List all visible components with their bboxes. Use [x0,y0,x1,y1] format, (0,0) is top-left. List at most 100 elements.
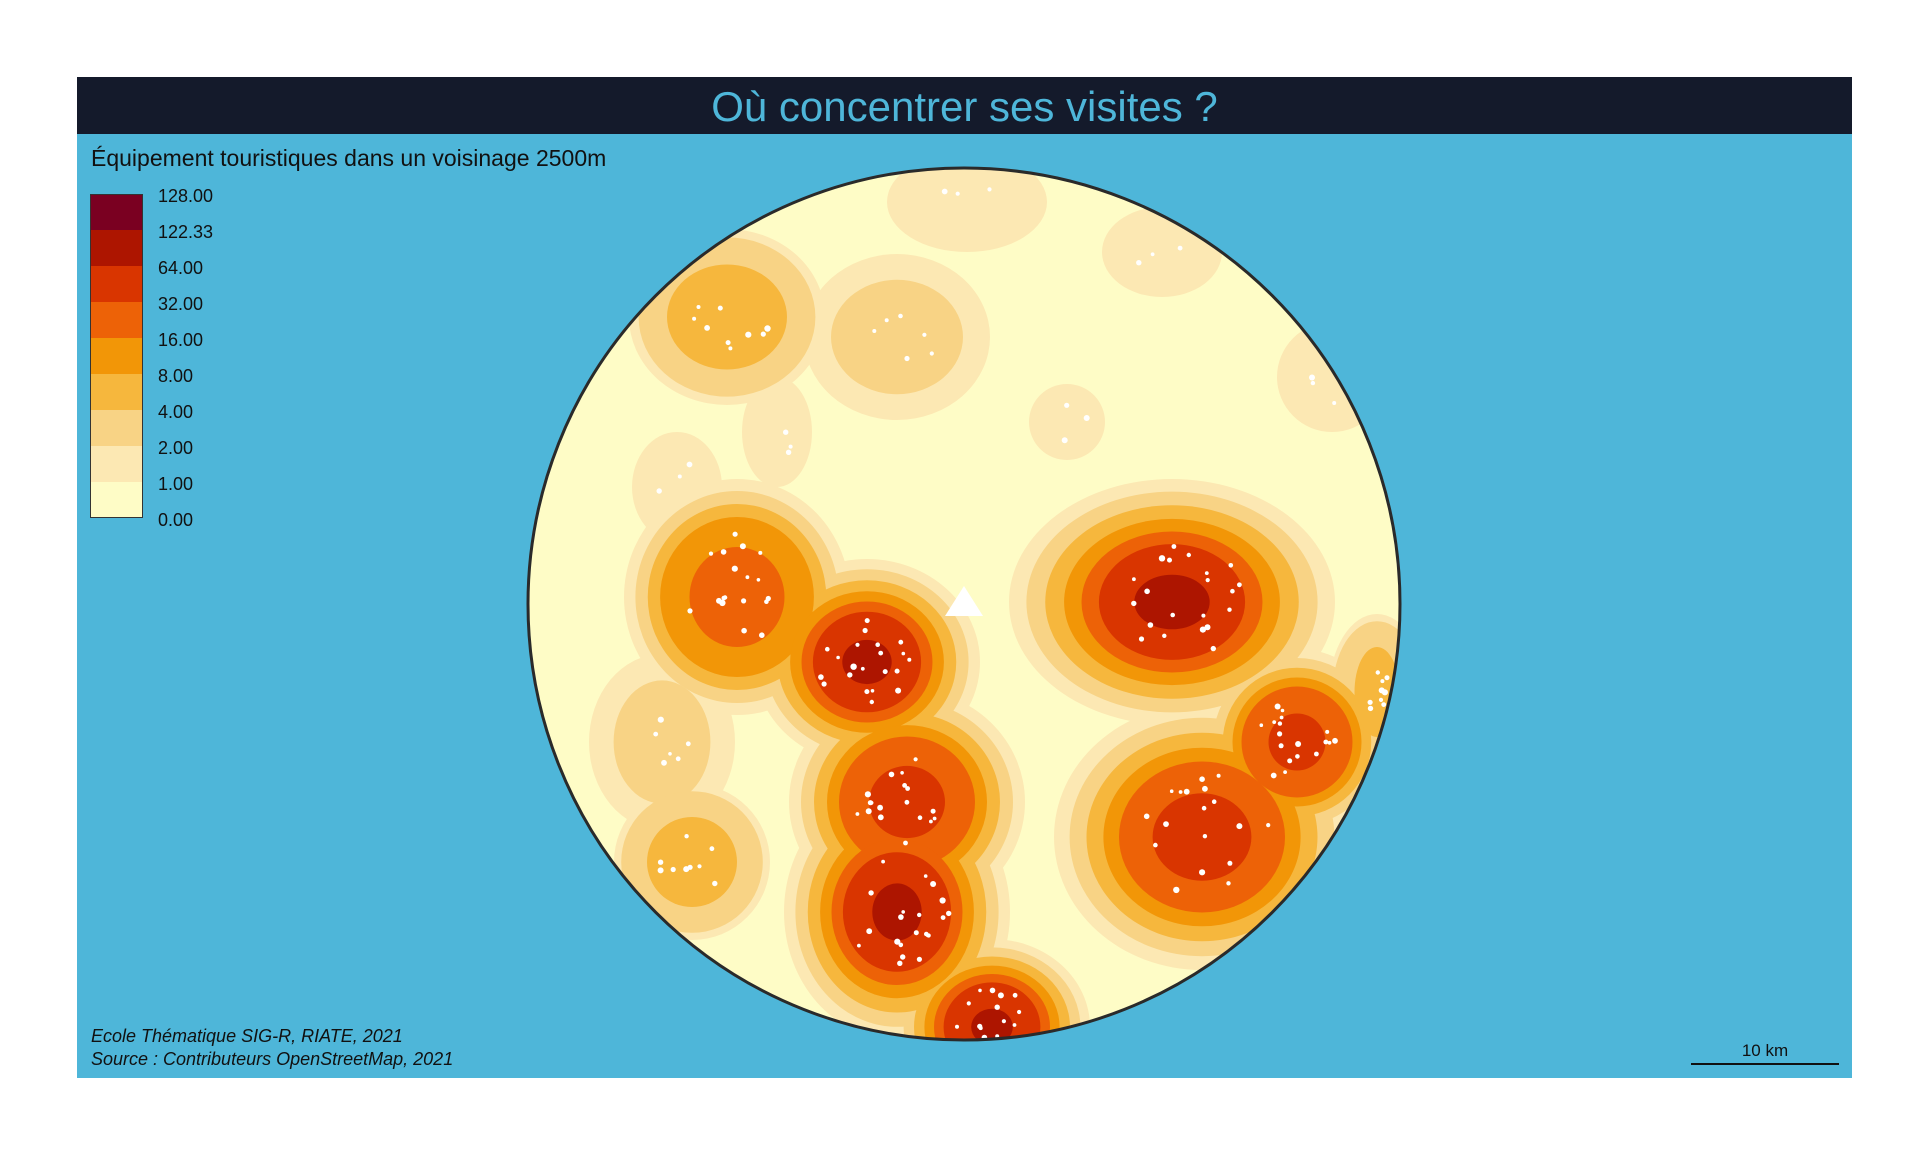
density-contour [971,1008,1013,1040]
legend-swatch [90,374,143,410]
density-contour [1277,322,1387,432]
poi-point [760,331,766,337]
poi-point [818,674,824,680]
map-canvas[interactable] [77,77,1852,1078]
poi-point [955,1024,959,1029]
poi-point [1259,723,1264,727]
poi-point [739,543,746,550]
poi-point [907,657,912,662]
poi-point [708,551,714,556]
poi-point [785,449,792,455]
poi-point [1323,739,1329,745]
poi-point [966,1001,971,1006]
poi-point [1266,823,1271,828]
poi-point [741,627,747,634]
density-contour [1354,647,1400,737]
poi-point [1310,380,1316,386]
poi-point [847,672,853,678]
poi-point [1177,245,1183,251]
poi-point [670,866,676,873]
poi-point [745,331,752,338]
legend-break-label: 128.00 [158,186,214,206]
poi-point [1384,675,1390,681]
poi-point [857,943,861,948]
poi-point [1186,552,1192,558]
poi-point [1001,1042,1006,1047]
poi-point [697,864,702,869]
scale-label: 10 km [1741,1041,1789,1060]
poi-point [929,351,934,356]
poi-point [902,783,907,788]
poi-point [704,325,710,331]
poi-point [923,874,928,878]
poi-point [1277,731,1283,737]
poi-point [968,1049,973,1054]
poi-point [1226,881,1231,886]
poi-point [946,910,952,917]
poi-point [913,757,918,762]
poi-point [870,689,875,693]
poi-point [687,864,693,870]
poi-point [1279,715,1284,720]
density-contour [1029,384,1105,460]
poi-point [731,565,738,572]
poi-point [932,816,937,821]
poi-point [1230,588,1235,594]
poi-point [1378,697,1384,703]
poi-point [759,632,765,638]
scale-line [1691,1063,1839,1065]
poi-point [1012,1023,1017,1027]
poi-point [1150,252,1155,257]
poi-point [657,859,664,865]
poi-point [866,928,873,935]
poi-point [894,668,900,674]
poi-point [940,915,946,920]
poi-point [1136,260,1142,266]
poi-point [868,890,874,896]
poi-point [1199,626,1206,633]
poi-point [1162,633,1167,638]
poi-point [1199,869,1206,876]
poi-point [1132,577,1136,582]
poi-point [903,840,908,846]
poi-point [1227,607,1232,612]
poi-point [677,474,682,479]
poi-point [1064,402,1070,408]
poi-point [1280,708,1285,713]
poi-point [1287,758,1293,764]
poi-point [897,960,903,966]
poi-point [653,731,659,737]
poi-point [987,187,992,192]
poi-point [898,639,904,645]
poi-point [895,687,902,694]
poi-point [930,808,936,814]
poi-point [869,699,874,705]
poi-point [656,488,662,494]
density-contour [689,547,785,647]
legend-break-label: 4.00 [158,402,194,422]
poi-point [1083,415,1090,421]
poi-point [1169,789,1174,793]
poi-point [1001,1019,1007,1024]
scale-bar: 10 km [1691,1041,1839,1065]
poi-point [675,756,681,762]
location-marker-icon[interactable] [945,586,983,616]
poi-point [855,642,860,647]
poi-point [1061,437,1068,444]
poi-point [917,815,923,820]
map-title: Où concentrer ses visites ? [77,77,1852,134]
poi-point [955,191,960,196]
poi-point [732,531,738,537]
poi-point [1236,823,1243,830]
poi-point [717,305,723,311]
poi-point [1201,613,1206,618]
poi-point [1138,636,1145,642]
legend-swatch [90,482,143,518]
poi-point [1375,670,1381,675]
poi-point [1147,622,1154,628]
poi-point [1202,785,1208,792]
poi-point [709,846,715,852]
density-contour [613,680,711,804]
legend-break-label: 122.33 [158,222,214,242]
poi-point [696,305,701,309]
